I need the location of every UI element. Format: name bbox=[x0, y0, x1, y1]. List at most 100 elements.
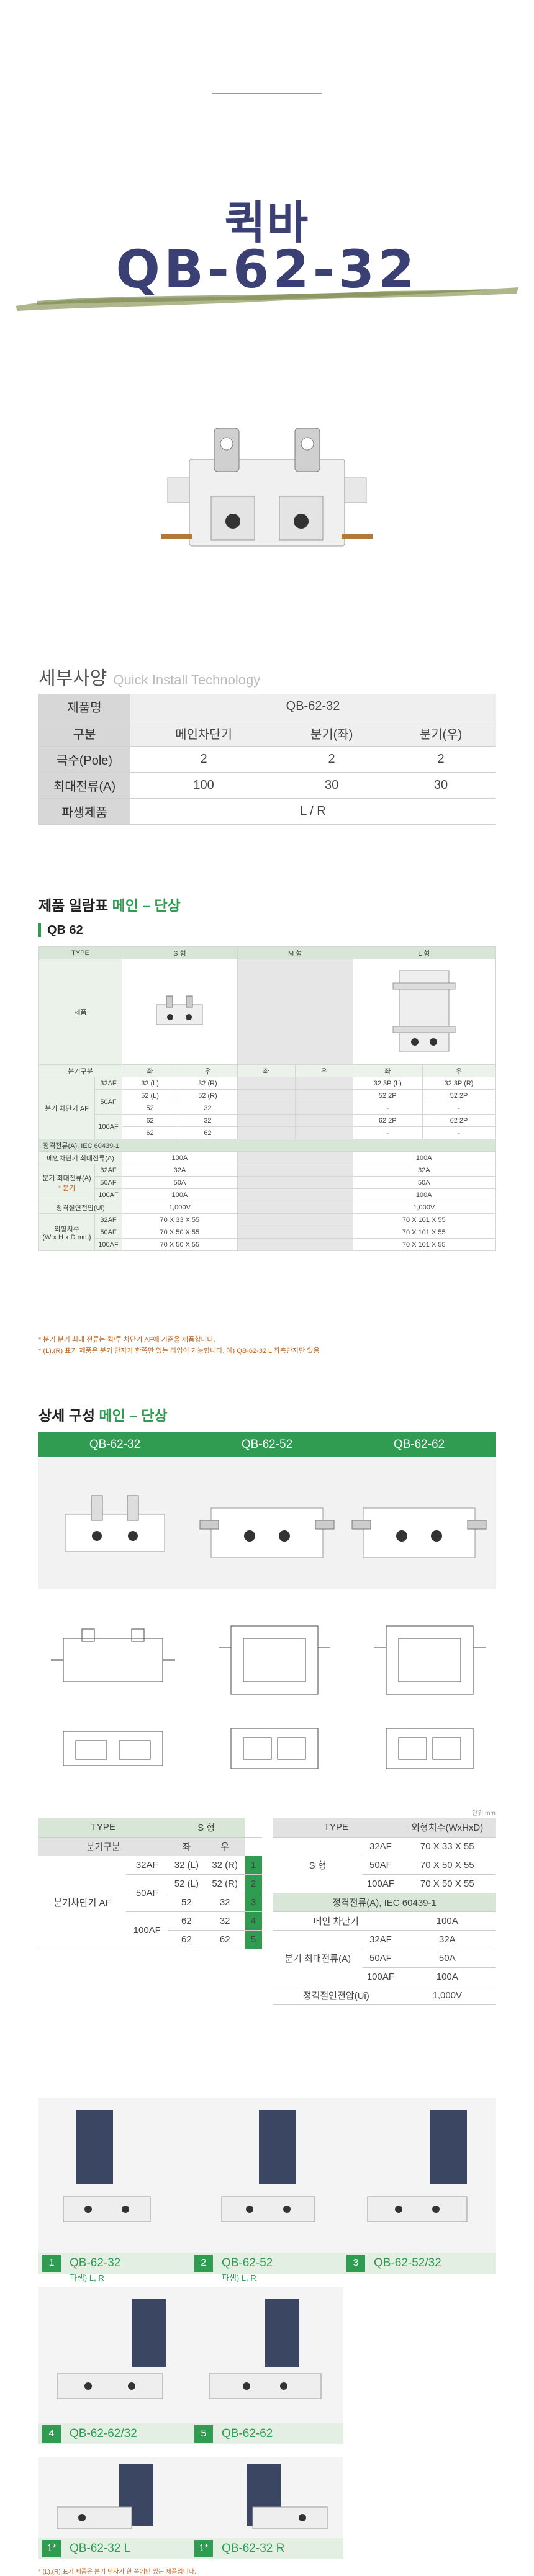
spec-label: 파생제품 bbox=[38, 798, 130, 825]
gallery-number: 5 bbox=[194, 2425, 213, 2443]
cell: 100A bbox=[399, 1967, 496, 1986]
af: 50AF bbox=[362, 1856, 399, 1875]
cell: 62 2P bbox=[422, 1114, 496, 1127]
lineup-note-1: * 분기 분기 최대 전류는 퀵/루 차단기 AF에 기준을 제품합니다. bbox=[38, 1336, 215, 1344]
cell: 32 bbox=[178, 1114, 238, 1127]
cell: 32A bbox=[352, 1164, 496, 1177]
cell: 32 (L) bbox=[168, 1856, 206, 1875]
cell: 32 3P (R) bbox=[422, 1077, 496, 1090]
row-number: 5 bbox=[245, 1930, 262, 1949]
spec-label: 구분 bbox=[38, 720, 130, 747]
detail-title: 상세 구성 메인 – 단상 bbox=[38, 1404, 168, 1425]
branch-label: 분기 최대전류(A) bbox=[273, 1930, 363, 1986]
cell: 52 bbox=[121, 1102, 179, 1115]
m-left: 좌 bbox=[237, 1064, 296, 1077]
product-image bbox=[161, 428, 373, 547]
af: 100AF bbox=[362, 1874, 399, 1893]
tab-qb-62-52[interactable]: QB-62-52 bbox=[191, 1432, 343, 1457]
cell bbox=[294, 1089, 353, 1102]
lineup-note-2: * (L),(R) 표기 제품은 분기 단자가 한쪽만 있는 타입이 가능합니다… bbox=[38, 1347, 320, 1355]
cell: 70 X 101 X 55 bbox=[352, 1238, 496, 1251]
cell: 32 (R) bbox=[205, 1856, 245, 1875]
s-product-image bbox=[122, 959, 238, 1065]
cell: 52 (R) bbox=[178, 1089, 238, 1102]
gallery-card-6: 1* QB-62-32 L bbox=[38, 2457, 191, 2559]
main-label: 메인 차단기 bbox=[273, 1911, 399, 1931]
gallery-label: QB-62-62 bbox=[222, 2427, 273, 2440]
cell bbox=[237, 1188, 353, 1201]
tab-qb-62-32[interactable]: QB-62-32 bbox=[38, 1432, 191, 1457]
gallery-card-4: 4 QB-62-62/32 bbox=[38, 2287, 191, 2444]
detail-image-1 bbox=[38, 1458, 191, 1589]
detail-title-green: 메인 – 단상 bbox=[99, 1407, 168, 1424]
cell: 32 bbox=[205, 1911, 245, 1931]
spec-value: 분기(우) bbox=[386, 720, 496, 747]
cell bbox=[294, 1114, 353, 1127]
gallery-image bbox=[38, 2098, 191, 2253]
cell: 52 (L) bbox=[121, 1089, 179, 1102]
cell: 1,000V bbox=[352, 1201, 496, 1214]
spec-label: 극수(Pole) bbox=[38, 746, 130, 773]
cell bbox=[237, 1226, 353, 1239]
s-label: S 형 bbox=[273, 1837, 363, 1893]
gallery-image bbox=[343, 2098, 496, 2253]
spec-value: 30 bbox=[386, 772, 496, 799]
tab-qb-62-62[interactable]: QB-62-62 bbox=[343, 1432, 496, 1457]
cell: 70 X 101 X 55 bbox=[352, 1226, 496, 1239]
row-number: 3 bbox=[245, 1893, 262, 1912]
dims-header: 외형치수(WxHxD) bbox=[399, 1818, 496, 1838]
cell: 70 X 50 X 55 bbox=[399, 1856, 496, 1875]
cell: 100A bbox=[399, 1911, 496, 1931]
gallery-card-5: 5 QB-62-62 bbox=[191, 2287, 343, 2444]
cell: 1,000V bbox=[122, 1201, 238, 1214]
cell: 50A bbox=[122, 1176, 238, 1189]
cell: 32A bbox=[399, 1930, 496, 1949]
gallery-label: QB-62-62/32 bbox=[70, 2427, 137, 2440]
cell: - bbox=[422, 1102, 496, 1115]
lineup-title-green: 메인 – 단상 bbox=[112, 897, 181, 913]
gallery-number: 1* bbox=[194, 2539, 213, 2557]
cell: 100A bbox=[352, 1188, 496, 1201]
cell: - bbox=[352, 1126, 423, 1139]
hero-model: QB-62-32 bbox=[115, 239, 419, 300]
gallery-sub: 파생) L, R bbox=[222, 2273, 256, 2282]
cell: 62 bbox=[121, 1114, 179, 1127]
af: 32AF bbox=[362, 1837, 399, 1856]
l-right: 우 bbox=[422, 1064, 496, 1077]
cell bbox=[237, 1164, 353, 1177]
branch-af-label: 분기 차단기 AF bbox=[38, 1077, 95, 1139]
green-marker bbox=[38, 923, 41, 937]
gallery-card-3: 3 QB-62-52/32 bbox=[343, 2098, 496, 2274]
gallery-image bbox=[191, 2457, 343, 2538]
detail-image-2 bbox=[191, 1458, 343, 1589]
cell: 52 (R) bbox=[205, 1874, 245, 1893]
af-32: 32AF bbox=[94, 1213, 122, 1226]
cell: - bbox=[422, 1126, 496, 1139]
cell bbox=[237, 1238, 353, 1251]
cell bbox=[237, 1176, 353, 1189]
gallery-caption: 5 QB-62-62 bbox=[191, 2423, 343, 2444]
lineup-subtitle: QB 62 bbox=[47, 923, 83, 937]
spec-value: L / R bbox=[130, 798, 496, 825]
gallery-footnote: * (L),(R) 표기 제품은 분기 단자가 한 쪽에만 있는 제품입니다. bbox=[38, 2569, 196, 2575]
gallery-number: 3 bbox=[346, 2254, 365, 2272]
cell: 32 bbox=[205, 1893, 245, 1912]
spec-section-title: 세부사양 Quick Install Technology bbox=[38, 663, 260, 690]
gallery-label: QB-62-52/32 bbox=[374, 2256, 441, 2269]
gallery-number: 2 bbox=[194, 2254, 213, 2272]
cell: 32 (R) bbox=[178, 1077, 238, 1090]
gallery-label: QB-62-32 bbox=[70, 2256, 121, 2269]
spec-row: 파생제품 L / R bbox=[38, 798, 496, 825]
cell bbox=[237, 1077, 296, 1090]
s-right: 우 bbox=[178, 1064, 238, 1077]
s-left: 좌 bbox=[121, 1064, 179, 1077]
cell: 52 (L) bbox=[168, 1874, 206, 1893]
af-100: 100AF bbox=[94, 1188, 122, 1201]
gallery-caption: 4 QB-62-62/32 bbox=[38, 2423, 191, 2444]
dims-label: 외형치수 (W x H x D mm) bbox=[38, 1213, 95, 1251]
type-header: TYPE bbox=[38, 946, 122, 959]
cell: 70 X 50 X 55 bbox=[122, 1238, 238, 1251]
m-type-header: M 형 bbox=[237, 946, 353, 959]
cell: 62 bbox=[205, 1930, 245, 1949]
dimension-drawings bbox=[51, 1625, 486, 1769]
